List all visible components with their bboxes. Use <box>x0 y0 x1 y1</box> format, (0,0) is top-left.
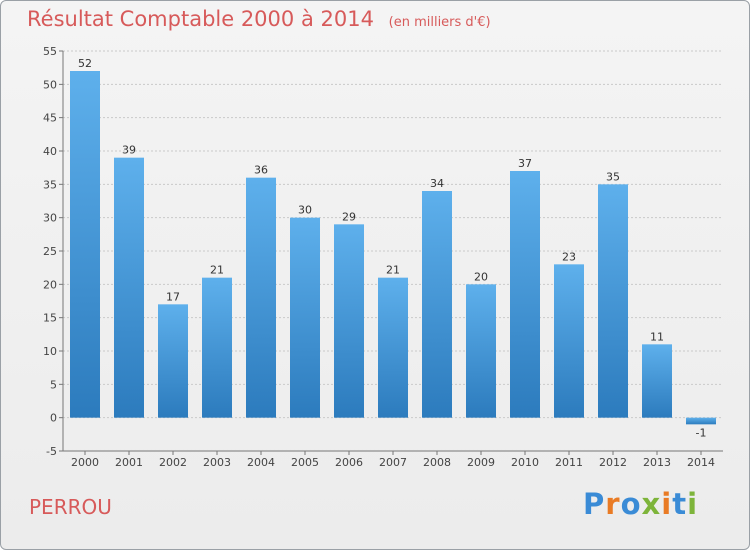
chart-title-text: Résultat Comptable 2000 à 2014 <box>27 7 374 31</box>
data-label-2011: 23 <box>562 250 576 263</box>
bar-2002[interactable] <box>158 304 188 418</box>
logo-letter: P <box>583 487 606 521</box>
y-tick-label: 35 <box>43 178 57 191</box>
bar-2005[interactable] <box>290 217 320 418</box>
x-tick-label-2002: 2002 <box>159 456 187 469</box>
x-tick-label-2001: 2001 <box>115 456 143 469</box>
data-label-2003: 21 <box>210 264 224 277</box>
data-label-2002: 17 <box>166 290 180 303</box>
data-label-2010: 37 <box>518 157 532 170</box>
x-tick-label-2009: 2009 <box>467 456 495 469</box>
bar-2013[interactable] <box>642 344 672 418</box>
bar-2009[interactable] <box>466 284 496 418</box>
data-label-2013: 11 <box>650 330 664 343</box>
data-label-2005: 30 <box>298 204 312 217</box>
bar-2014[interactable] <box>686 417 716 425</box>
labels: 52 39 17 21 36 30 29 21 34 20 37 23 35 11 -1 <box>78 57 706 439</box>
bar-2007[interactable] <box>378 277 408 418</box>
y-tick-label: 15 <box>43 312 57 325</box>
data-label-2006: 29 <box>342 210 356 223</box>
data-label-2009: 20 <box>474 270 488 283</box>
bar-2001[interactable] <box>114 157 144 418</box>
bar-2010[interactable] <box>510 171 540 418</box>
bar-2008[interactable] <box>422 191 452 418</box>
logo-letter: r <box>605 487 621 521</box>
y-tick-label: 30 <box>43 212 57 225</box>
axes: -5 0 5 10 15 20 25 30 35 40 45 50 55 2000 2001 2002 2003… <box>43 45 723 469</box>
x-tick-label-2007: 2007 <box>379 456 407 469</box>
x-tick-label-2008: 2008 <box>423 456 451 469</box>
y-tick-label: 40 <box>43 145 57 158</box>
y-tick-label: 55 <box>43 45 57 58</box>
x-tick-label-2010: 2010 <box>511 456 539 469</box>
data-label-2007: 21 <box>386 264 400 277</box>
y-tick-label: -5 <box>46 445 57 458</box>
y-tick-label: 25 <box>43 245 57 258</box>
y-tick-label: 5 <box>50 378 57 391</box>
y-tick-label: 45 <box>43 112 57 125</box>
bar-2006[interactable] <box>334 224 364 418</box>
data-label-2012: 35 <box>606 170 620 183</box>
commune-name: PERROU <box>29 495 112 519</box>
y-tick-label: 10 <box>43 345 57 358</box>
y-tick-label: 20 <box>43 278 57 291</box>
chart-unit-label: (en milliers d'€) <box>388 15 491 30</box>
chart-title: Résultat Comptable 2000 à 2014 (en milli… <box>27 7 491 31</box>
logo-letter: i <box>661 487 673 521</box>
data-label-2014: -1 <box>696 426 707 439</box>
y-tick-label: 0 <box>50 412 57 425</box>
x-tick-label-2013: 2013 <box>643 456 671 469</box>
x-tick-label-2005: 2005 <box>291 456 319 469</box>
x-tick-label-2011: 2011 <box>555 456 583 469</box>
data-label-2004: 36 <box>254 164 268 177</box>
x-tick-label-2014: 2014 <box>687 456 715 469</box>
bar-2012[interactable] <box>598 184 628 418</box>
x-tick-label-2000: 2000 <box>71 456 99 469</box>
x-tick-label-2004: 2004 <box>247 456 275 469</box>
y-tick-label: 50 <box>43 78 57 91</box>
bar-2004[interactable] <box>246 177 276 418</box>
logo-letter: t <box>672 487 688 521</box>
x-tick-label-2012: 2012 <box>599 456 627 469</box>
x-tick-label-2006: 2006 <box>335 456 363 469</box>
logo-letter: i <box>687 487 699 521</box>
bar-2000[interactable] <box>70 71 100 418</box>
data-label-2001: 39 <box>122 144 136 157</box>
bar-2003[interactable] <box>202 277 232 418</box>
data-label-2008: 34 <box>430 177 444 190</box>
bars <box>70 71 716 425</box>
logo-letter: o <box>620 487 642 521</box>
logo-letter: x <box>641 487 662 521</box>
data-label-2000: 52 <box>78 57 92 70</box>
proxiti-logo[interactable]: Proxiti <box>583 487 698 521</box>
x-tick-label-2003: 2003 <box>203 456 231 469</box>
bar-2011[interactable] <box>554 264 584 418</box>
